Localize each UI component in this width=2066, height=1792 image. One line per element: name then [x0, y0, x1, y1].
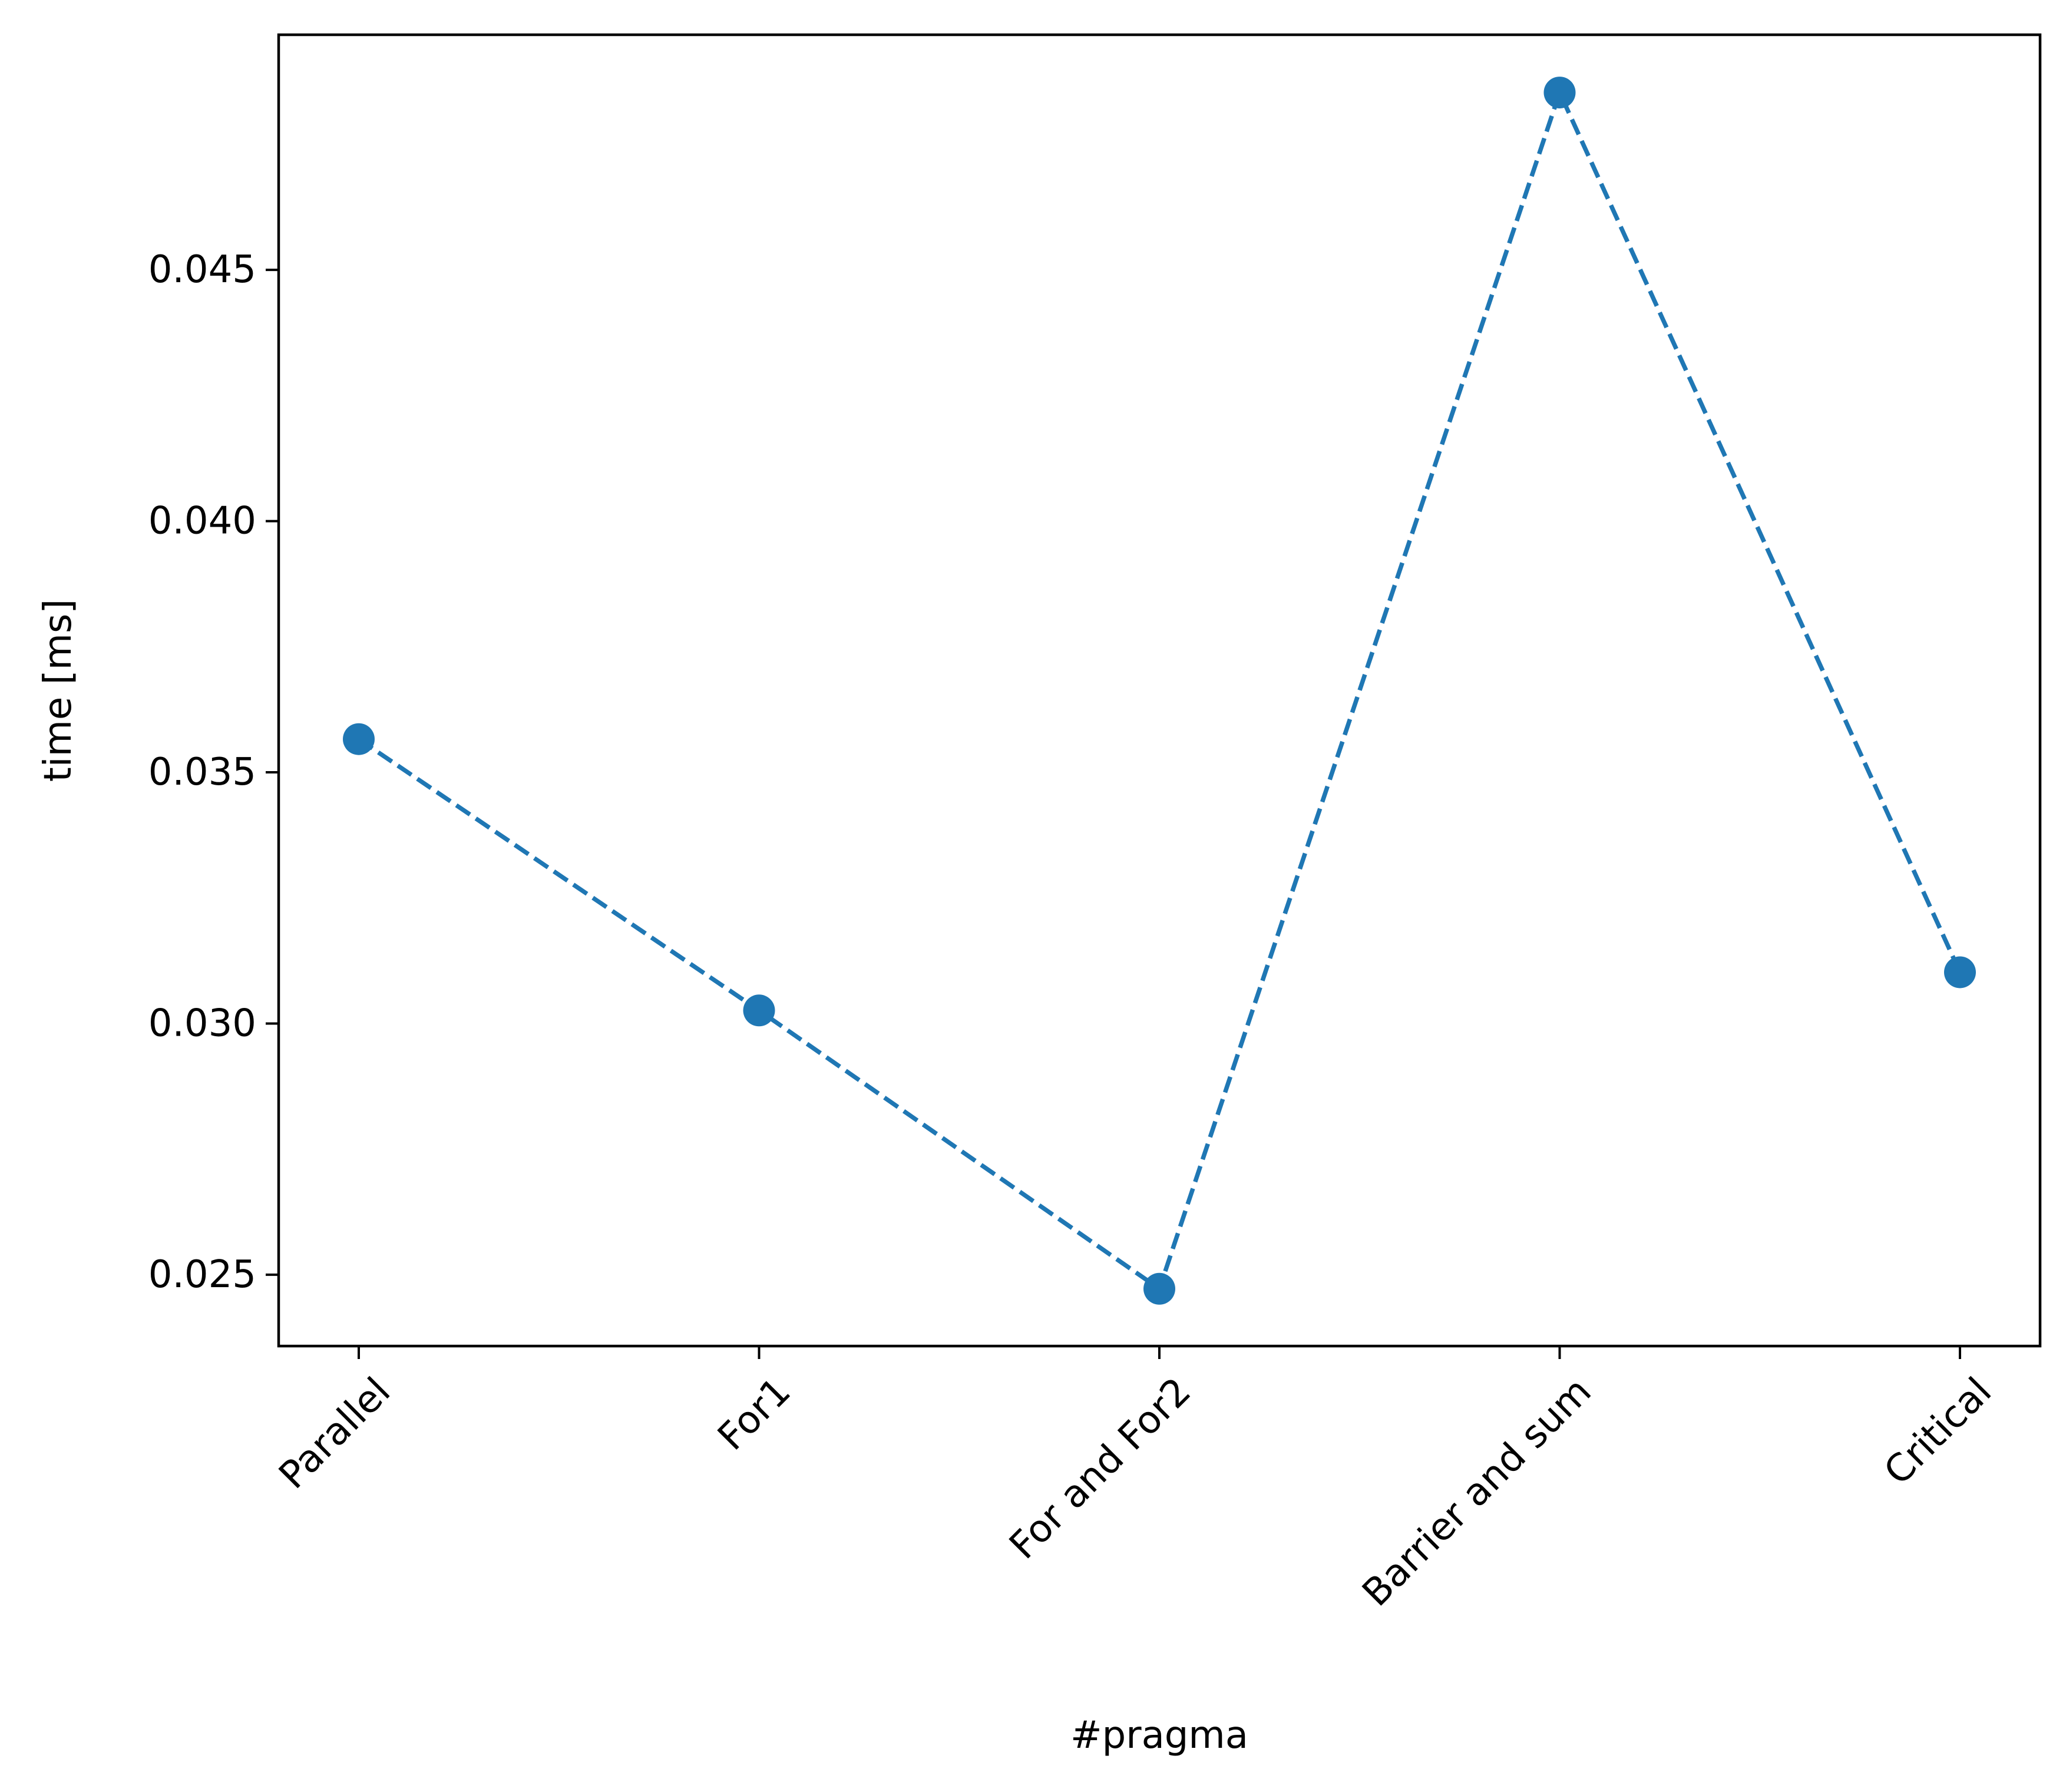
x-tick-label: Critical	[1876, 1370, 2001, 1494]
y-tick-label: 0.045	[148, 248, 256, 292]
plot-frame	[277, 33, 2042, 1348]
data-point	[1944, 956, 1976, 988]
x-axis-label: #pragma	[1070, 1714, 1248, 1757]
data-point	[1543, 77, 1576, 109]
data-point	[743, 994, 775, 1027]
x-tick-label: For1	[710, 1370, 799, 1459]
y-tick-label: 0.035	[148, 750, 256, 794]
y-axis-label: time [ms]	[37, 599, 80, 782]
data-point	[343, 723, 375, 755]
y-tick-label: 0.030	[148, 1001, 256, 1045]
y-tick-label: 0.040	[148, 500, 256, 543]
plot-layer	[343, 77, 1976, 1305]
y-tick-label: 0.025	[148, 1253, 256, 1297]
x-tick-label: Barrier and sum	[1354, 1370, 1600, 1615]
x-tick-label: Parallel	[271, 1370, 399, 1497]
series-line	[357, 90, 1962, 1291]
data-point	[1143, 1272, 1175, 1305]
x-tick-label: For and For2	[1001, 1370, 1199, 1568]
